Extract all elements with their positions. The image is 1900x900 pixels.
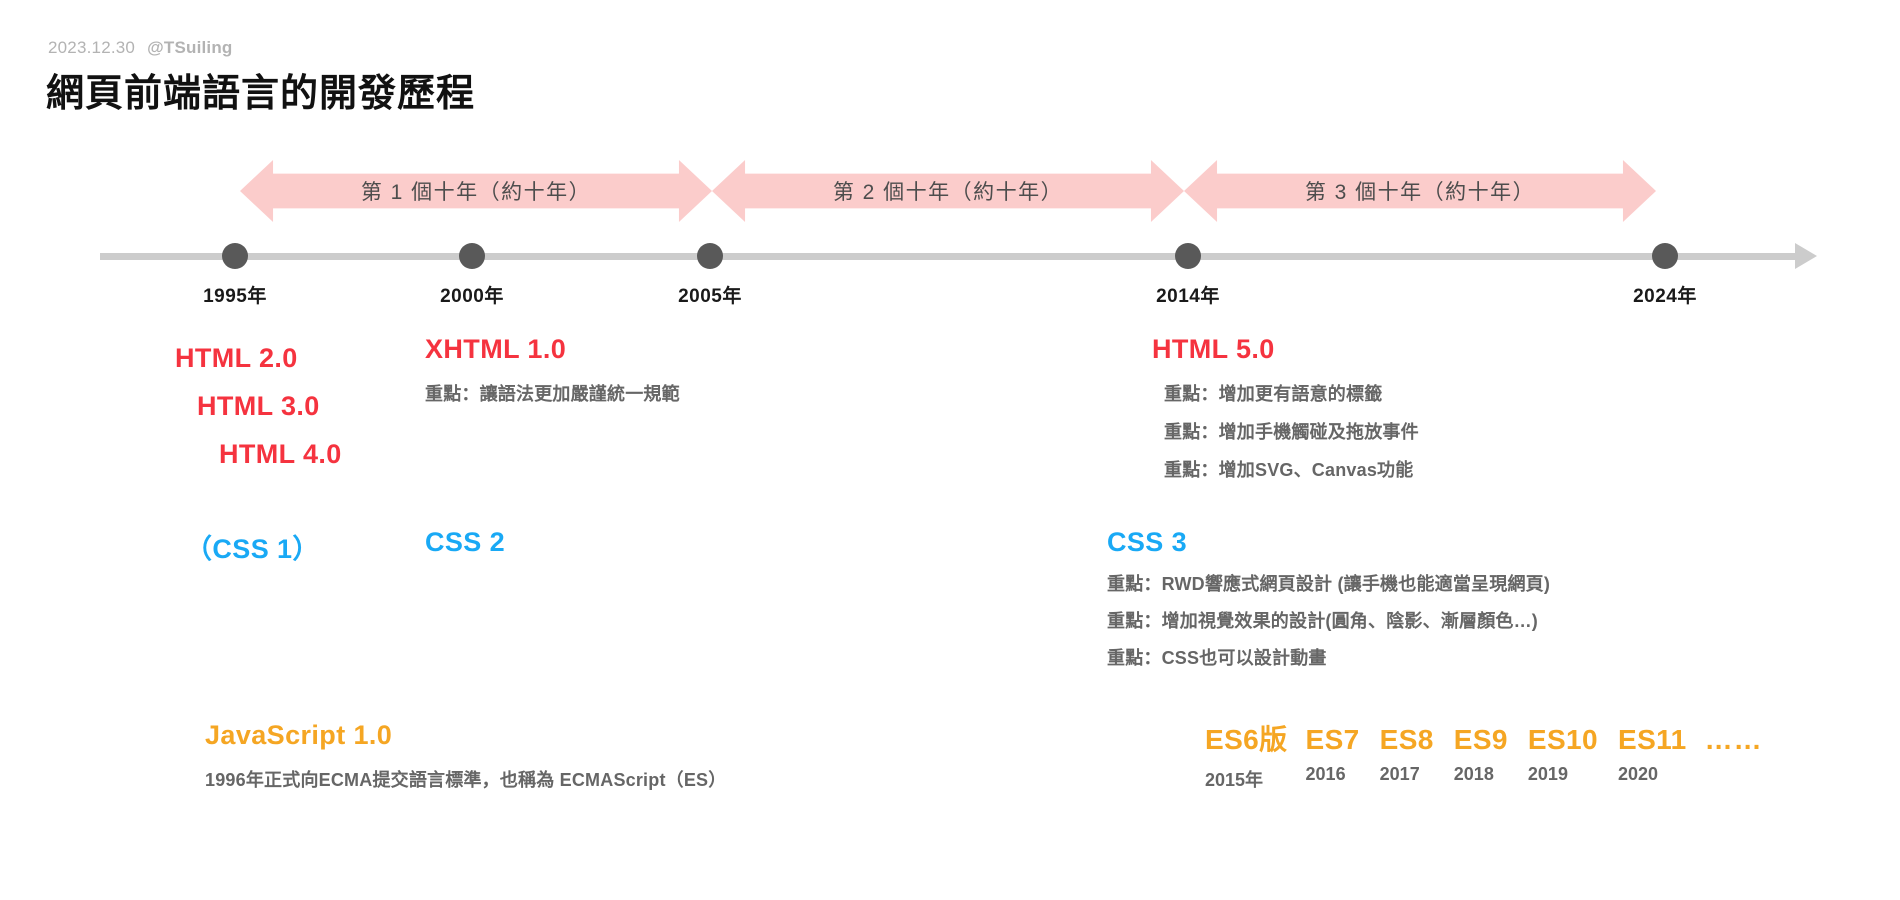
- html5-detail-1: 重點：增加更有語意的標籤: [1164, 384, 1383, 404]
- es-year-es11: 2020: [1618, 764, 1659, 784]
- timeline-tick-dot-1995: [222, 243, 248, 269]
- javascript-detail: 1996年正式向ECMA提交語言標準，也稱為 ECMAScript（ES）: [205, 770, 727, 790]
- html5-block: HTML 5.0 重點：增加更有語意的標籤 重點：增加手機觸碰及拖放事件 重點：…: [1152, 334, 1419, 489]
- timeline-tick-dot-2024: [1652, 243, 1678, 269]
- html-version-3: HTML 3.0: [197, 391, 320, 421]
- css1-block: （CSS 1）: [185, 527, 320, 566]
- es-year-es6: 2015年: [1205, 770, 1264, 790]
- timeline-axis-arrowhead: [1795, 243, 1817, 269]
- page-title: 網頁前端語言的開發歷程: [46, 73, 476, 115]
- decade-arrow-2: 第 2 個十年（約十年）: [712, 160, 1184, 222]
- javascript-block: JavaScript 1.0 1996年正式向ECMA提交語言標準，也稱為 EC…: [205, 720, 726, 799]
- es-name-es7: ES7: [1305, 724, 1360, 755]
- xhtml-heading: XHTML 1.0: [425, 334, 567, 364]
- timeline-tick-dot-2005: [697, 243, 723, 269]
- html-early-versions-block: HTML 2.0 HTML 3.0 HTML 4.0: [175, 334, 342, 478]
- html5-detail-3: 重點：增加SVG、Canvas功能: [1164, 460, 1414, 480]
- css3-detail-2: 重點：增加視覺效果的設計(圓角、陰影、漸層顏色…): [1107, 611, 1538, 631]
- es-name-es11: ES11: [1618, 724, 1687, 755]
- css2-block: CSS 2: [425, 527, 505, 558]
- timeline-tick-label-2000: 2000年: [440, 286, 504, 307]
- timeline-tick-label-2024: 2024年: [1633, 286, 1697, 307]
- javascript-heading: JavaScript 1.0: [205, 720, 393, 750]
- es-year-es8: 2017: [1379, 764, 1420, 784]
- es-ellipsis: ……: [1704, 724, 1763, 755]
- timeline-tick-label-2005: 2005年: [678, 286, 742, 307]
- timeline-tick-label-1995: 1995年: [203, 286, 267, 307]
- es-year-es7: 2016: [1305, 764, 1346, 784]
- timeline-tick-label-2014: 2014年: [1156, 286, 1220, 307]
- html5-heading: HTML 5.0: [1152, 334, 1275, 364]
- decade-arrow-3: 第 3 個十年（約十年）: [1184, 160, 1656, 222]
- es-name-es8: ES8: [1379, 724, 1434, 755]
- timeline-axis-line: [100, 253, 1795, 260]
- timeline-tick-dot-2014: [1175, 243, 1201, 269]
- timeline-tick-dot-2000: [459, 243, 485, 269]
- es-item-es9: ES9 2018: [1454, 724, 1508, 785]
- decade-arrow-2-label: 第 2 個十年（約十年）: [832, 181, 1064, 204]
- es-item-es11: ES11 2020: [1618, 724, 1687, 785]
- es-name-es6: ES6版: [1205, 724, 1288, 755]
- xhtml-block: XHTML 1.0 重點：讓語法更加嚴謹統一規範: [425, 334, 680, 413]
- es-name-es9: ES9: [1453, 724, 1508, 755]
- es-versions-row: ES6版 2015年 ES7 2016 ES8 2017 ES9 2018 ES…: [1205, 718, 1763, 792]
- css3-block: CSS 3 重點：RWD響應式網頁設計 (讓手機也能適當呈現網頁) 重點：增加視…: [1107, 527, 1550, 677]
- xhtml-detail: 重點：讓語法更加嚴謹統一規範: [425, 384, 680, 404]
- css3-heading: CSS 3: [1107, 527, 1188, 557]
- byline-handle: @TSuiling: [147, 38, 233, 57]
- byline: 2023.12.30 @TSuiling: [48, 38, 233, 58]
- es-year-es10: 2019: [1527, 764, 1568, 784]
- css3-detail-1: 重點：RWD響應式網頁設計 (讓手機也能適當呈現網頁): [1107, 574, 1551, 594]
- es-year-es9: 2018: [1453, 764, 1494, 784]
- html-version-2: HTML 2.0: [175, 343, 298, 373]
- es-name-es10: ES10: [1527, 724, 1599, 755]
- css3-detail-3: 重點：CSS也可以設計動畫: [1107, 648, 1327, 668]
- html-version-4: HTML 4.0: [219, 439, 342, 469]
- es-item-es6: ES6版 2015年: [1205, 718, 1288, 792]
- html5-detail-2: 重點：增加手機觸碰及拖放事件: [1164, 422, 1419, 442]
- decade-arrow-1-label: 第 1 個十年（約十年）: [360, 181, 592, 204]
- es-item-es8: ES8 2017: [1380, 724, 1434, 785]
- byline-date: 2023.12.30: [48, 38, 136, 57]
- css1-heading: （CSS 1）: [185, 534, 320, 564]
- decade-arrow-1: 第 1 個十年（約十年）: [240, 160, 712, 222]
- es-item-es7: ES7 2016: [1306, 724, 1360, 785]
- es-item-es10: ES10 2019: [1528, 724, 1598, 785]
- decade-arrow-3-label: 第 3 個十年（約十年）: [1304, 181, 1536, 204]
- css2-heading: CSS 2: [425, 527, 506, 557]
